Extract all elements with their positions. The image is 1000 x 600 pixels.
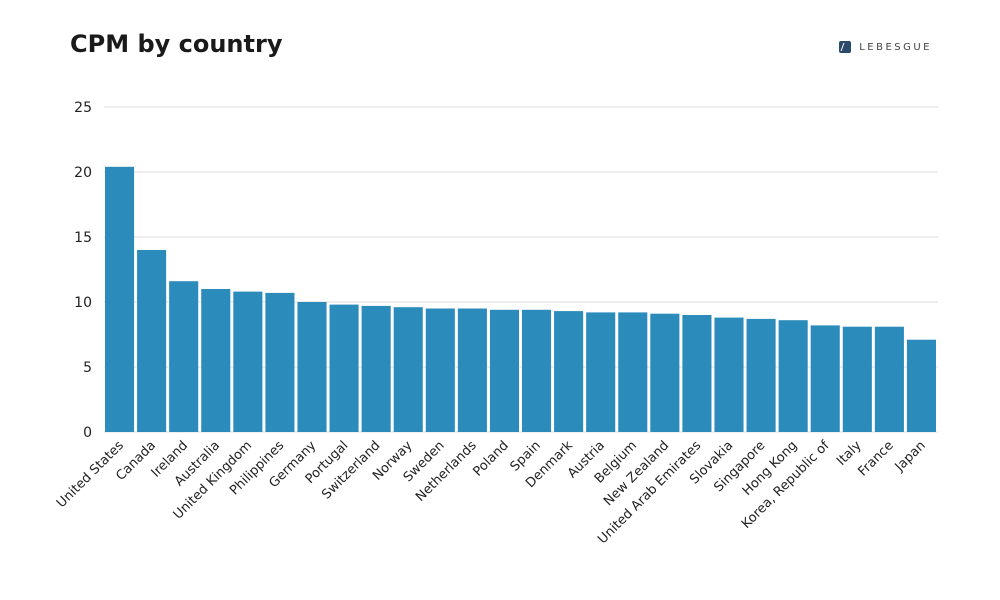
bar xyxy=(233,291,263,432)
brand-logo: LEBESGUE xyxy=(839,41,932,53)
bar xyxy=(778,320,808,432)
bar xyxy=(489,309,519,432)
y-tick-label: 15 xyxy=(74,230,92,246)
brand-name: LEBESGUE xyxy=(859,41,932,53)
y-tick-label: 20 xyxy=(74,165,92,181)
bar xyxy=(906,339,936,432)
bar xyxy=(842,326,872,432)
x-tick-label: Poland xyxy=(470,438,511,479)
bar xyxy=(554,311,584,432)
x-tick-label: France xyxy=(856,438,897,479)
y-tick-label: 5 xyxy=(83,360,92,376)
y-tick-label: 0 xyxy=(83,425,92,441)
x-tick-label: Japan xyxy=(892,438,929,475)
bar xyxy=(393,307,423,432)
bar xyxy=(297,302,327,432)
bar xyxy=(169,281,199,432)
bar xyxy=(265,292,295,432)
bar xyxy=(746,318,776,432)
bar xyxy=(105,166,135,433)
y-tick-label: 10 xyxy=(74,295,92,311)
bar xyxy=(329,304,359,432)
bar xyxy=(810,325,840,432)
lebesgue-logo-icon xyxy=(839,41,852,53)
bar xyxy=(618,312,648,432)
bar xyxy=(874,326,904,432)
bar xyxy=(201,289,231,432)
bar xyxy=(586,312,616,432)
bar xyxy=(714,317,744,432)
bar xyxy=(650,313,680,432)
bar xyxy=(457,308,487,432)
bar xyxy=(682,315,712,432)
y-tick-label: 25 xyxy=(74,100,92,116)
bar xyxy=(137,250,167,432)
bar xyxy=(522,309,552,432)
chart-title: CPM by country xyxy=(70,30,283,58)
bar xyxy=(361,305,391,432)
bar xyxy=(425,308,455,432)
